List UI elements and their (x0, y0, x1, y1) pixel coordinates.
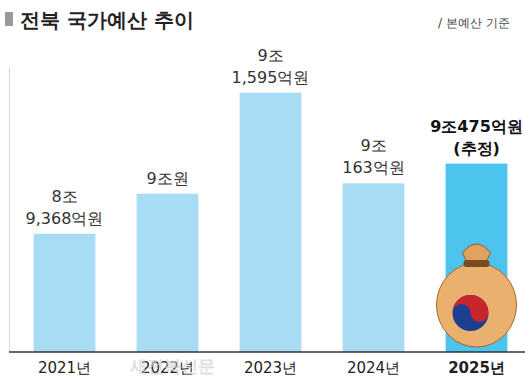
bar (137, 194, 199, 352)
baseline (9, 351, 525, 353)
x-tick: 2024년 (347, 352, 400, 377)
data-label: 9조 1,595억원 (232, 46, 310, 87)
data-label: 8조 9,368억원 (26, 187, 104, 228)
title-marker (5, 12, 13, 26)
x-tick: 2025년 (448, 352, 505, 377)
data-label-line: 8조 (51, 187, 77, 206)
data-label-line: 9,368억원 (26, 209, 104, 228)
data-label-line: 1,595억원 (232, 68, 310, 87)
data-label-line: (추정) (453, 139, 500, 158)
bar (34, 234, 96, 352)
data-label-line: 9조원 (146, 169, 188, 188)
icon-part (453, 295, 489, 331)
x-tick: 2021년 (38, 352, 91, 377)
icon-part (453, 295, 489, 322)
subtitle: / 본예산 기준 (438, 16, 510, 30)
icon-part (437, 263, 517, 347)
data-label-line: 9조 (360, 136, 386, 155)
x-tick-label: 2025년 (448, 359, 505, 377)
data-label-line: 9조475억원 (430, 117, 523, 136)
y-axis (9, 68, 10, 353)
x-tick-label: 2024년 (347, 359, 400, 377)
x-tick: 2023년 (244, 352, 297, 377)
data-label-line: 163억원 (342, 158, 405, 177)
x-axis: 2021년2022년2023년2024년2025년 (38, 352, 505, 377)
y-axis-line (9, 68, 10, 353)
money-bag-icon (437, 244, 517, 347)
data-label: 9조 163억원 (342, 136, 405, 177)
icon-part (464, 260, 490, 267)
bar (343, 183, 405, 352)
x-tick-label: 2021년 (38, 359, 91, 377)
data-label: 9조475억원 (추정) (430, 117, 523, 158)
title: 전북 국가예산 추이 (20, 8, 194, 32)
bar (240, 93, 302, 352)
data-label-line: 9조 (257, 46, 283, 65)
data-labels: 8조 9,368억원 9조원 9조 1,595억원 9조 163억원 9조475억원 (추정) (26, 46, 523, 228)
chart: 전북 국가예산 추이/ 본예산 기준2021년2022년2023년2024년20… (0, 0, 525, 391)
data-label: 9조원 (146, 169, 188, 188)
watermark: 새전북신문 (129, 356, 215, 376)
x-tick-label: 2023년 (244, 359, 297, 377)
